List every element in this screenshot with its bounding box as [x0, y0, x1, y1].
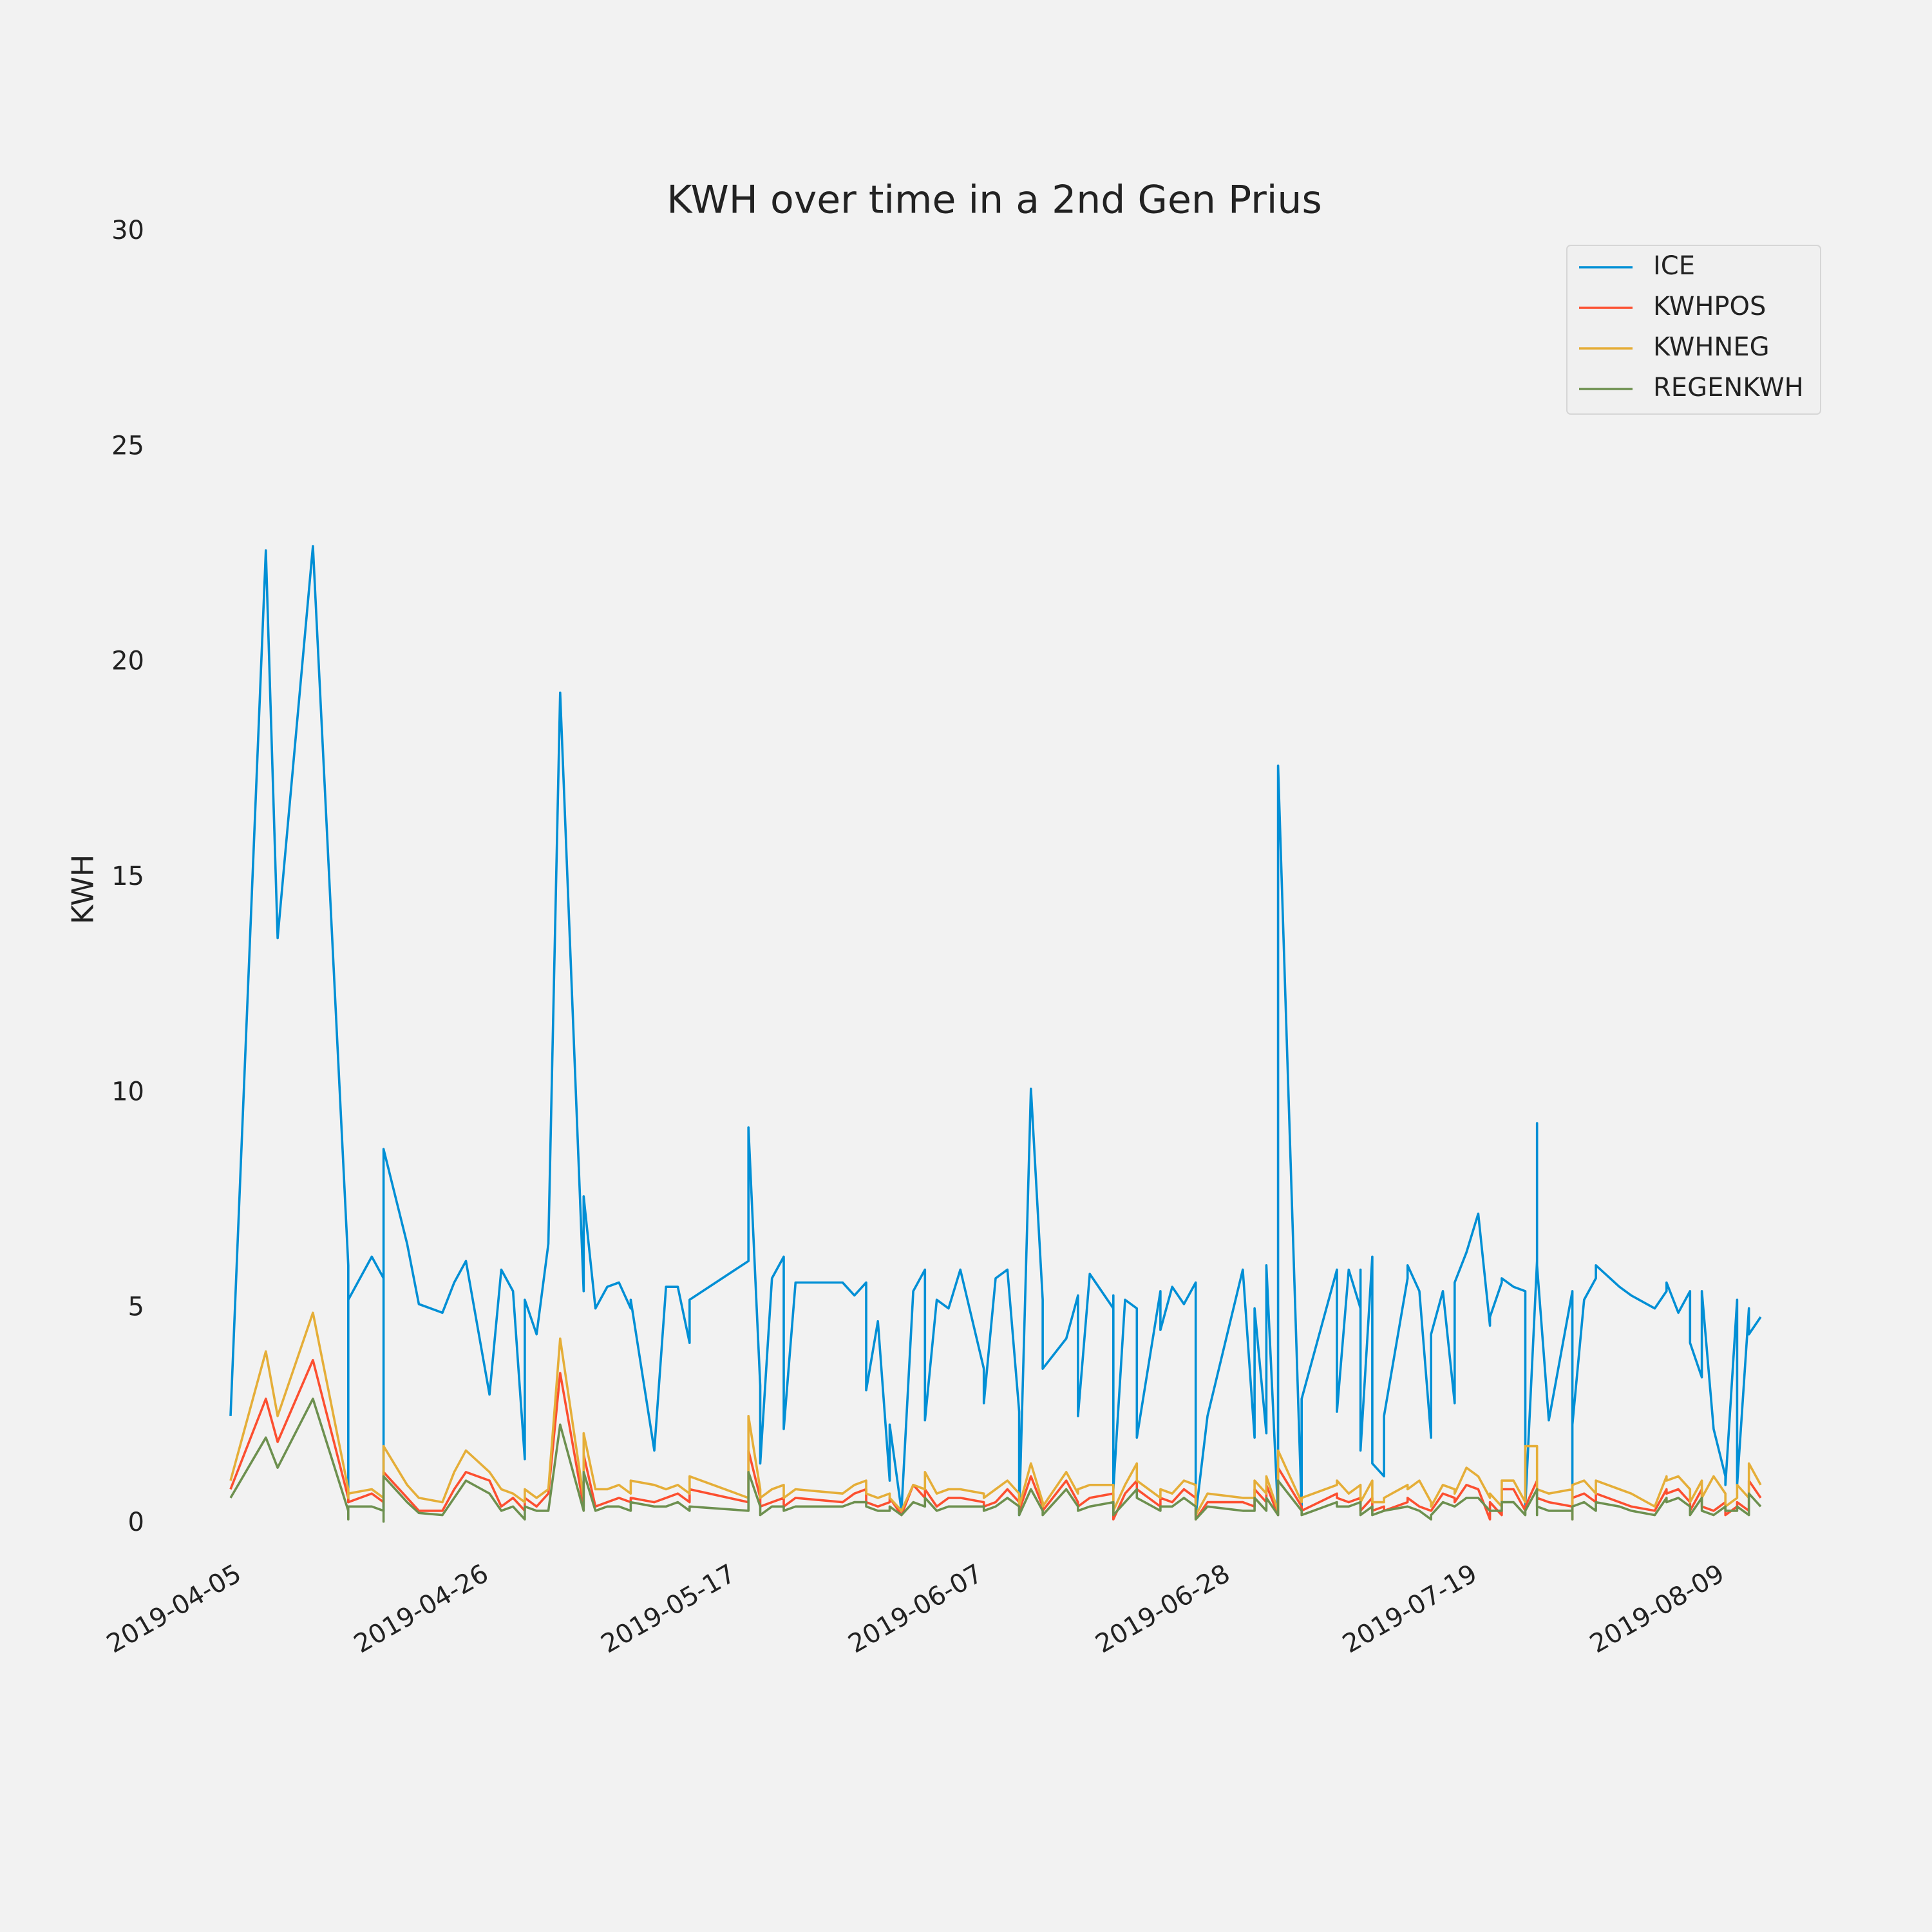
y-tick-label: 25 [111, 431, 144, 460]
y-tick-label: 5 [128, 1293, 144, 1322]
legend-label: REGENKWH [1653, 373, 1804, 402]
series-line [229, 545, 1762, 1517]
y-tick-label: 0 [128, 1508, 144, 1537]
legend-label: KWHNEG [1653, 332, 1770, 362]
y-tick-label: 30 [111, 216, 144, 245]
y-tick-label: 10 [111, 1077, 144, 1106]
legend-label: KWHPOS [1653, 292, 1766, 321]
legend: ICE KWHPOS KWHNEG REGENKWH [1566, 245, 1821, 415]
chart-title: KWH over time in a 2nd Gen Prius [667, 178, 1321, 223]
legend-label: ICE [1653, 251, 1695, 281]
y-tick-label: 15 [111, 862, 144, 891]
series-line [229, 1311, 1762, 1517]
y-axis-label: KWH [66, 855, 100, 925]
series-line [229, 1359, 1762, 1521]
legend-box [1566, 245, 1821, 415]
y-tick-label: 20 [111, 647, 144, 676]
series-line [229, 1397, 1762, 1523]
